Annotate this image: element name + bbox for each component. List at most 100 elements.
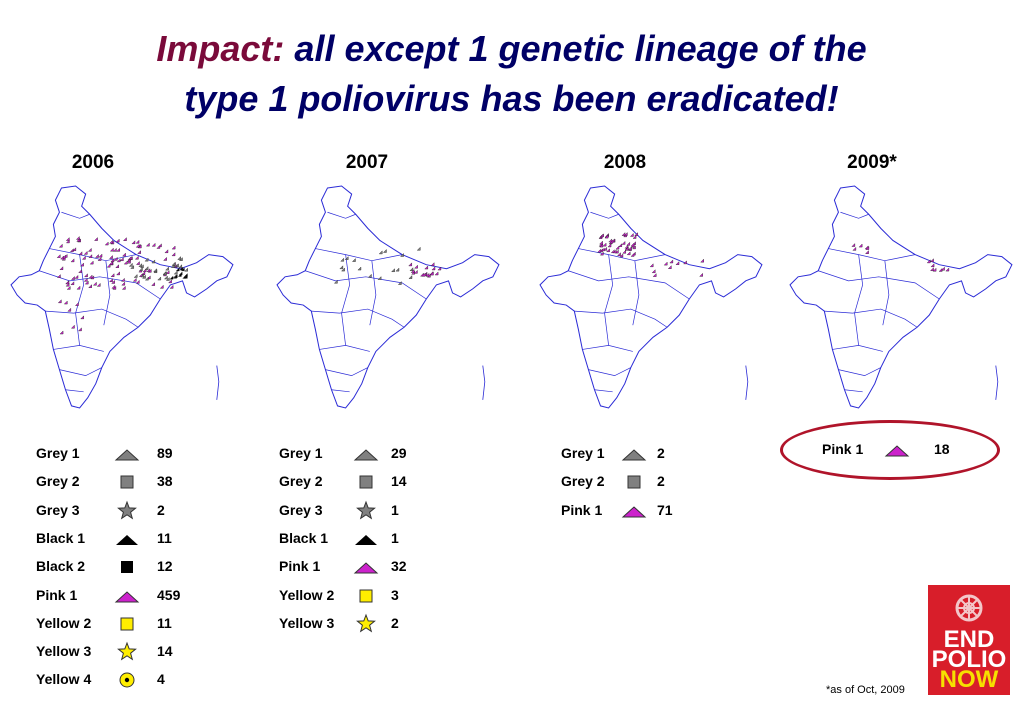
legend-label: Yellow 2 <box>279 586 335 603</box>
year-2008: 2008 <box>603 152 647 173</box>
legend-row: Black 2 12 <box>36 553 236 581</box>
legend-label: Grey 2 <box>561 473 605 490</box>
grey-triangle-icon <box>353 449 379 461</box>
legend-label: Black 2 <box>36 558 86 575</box>
legend-count: 71 <box>657 501 673 518</box>
case-markers <box>333 246 442 285</box>
legend-row: Pink 1 32 <box>279 553 479 581</box>
highlight-oval <box>780 420 1000 480</box>
legend-count: 4 <box>157 671 165 688</box>
black-triangle-icon <box>116 534 138 545</box>
legend-label: Grey 1 <box>279 445 323 461</box>
legend-count: 459 <box>157 586 181 603</box>
legend-row: Black 1 1 <box>279 525 479 553</box>
legend-label: Black 1 <box>279 529 329 546</box>
india-map-svg <box>276 185 500 409</box>
title-lead: Impact: <box>156 28 285 69</box>
legend-row: Grey 1 29 <box>279 440 479 468</box>
rotary-wheel-icon <box>955 594 983 622</box>
footnote: *as of Oct, 2009 <box>826 684 905 696</box>
legend-count: 1 <box>391 501 399 518</box>
legend-row: Grey 1 2 <box>561 440 761 468</box>
legend-count: 29 <box>391 445 407 461</box>
legend-row: Grey 2 2 <box>561 468 761 496</box>
title-line-1-text: all except 1 genetic lineage of the <box>294 28 867 69</box>
legend-label: Pink 1 <box>36 586 78 603</box>
year-2009: 2009* <box>847 152 897 173</box>
legend-row: Yellow 2 3 <box>279 582 479 610</box>
title-line-1: Impact: all except 1 genetic lineage of … <box>0 24 1023 74</box>
yellow-target-icon <box>119 672 135 688</box>
case-markers <box>597 232 704 277</box>
grey-triangle-icon <box>621 449 647 461</box>
map-2007 <box>272 184 510 416</box>
logo-end: END <box>943 626 995 653</box>
pink-triangle-icon <box>114 590 140 602</box>
grey-triangle-icon <box>114 449 140 461</box>
legend-row: Yellow 2 11 <box>36 610 236 638</box>
legend-row: Yellow 3 2 <box>279 610 479 638</box>
case-markers <box>851 243 950 272</box>
legend-row: Grey 3 1 <box>279 497 479 525</box>
legend-label: Pink 1 <box>279 558 321 575</box>
legend-row: Yellow 3 14 <box>36 638 236 666</box>
legend-label: Yellow 4 <box>36 671 92 688</box>
yellow-star-icon <box>356 613 376 633</box>
slide-title: Impact: all except 1 genetic lineage of … <box>0 24 1023 124</box>
legend-count: 3 <box>391 586 399 603</box>
black-square-icon <box>121 561 133 574</box>
legend-label: Grey 1 <box>36 445 80 461</box>
year-2006: 2006 <box>71 152 115 173</box>
grey-square-icon <box>120 475 134 489</box>
yellow-star-icon <box>117 641 137 661</box>
map-2008 <box>535 184 773 416</box>
legend-label: Grey 1 <box>561 445 605 461</box>
pink-triangle-icon <box>621 505 647 518</box>
legend-count: 89 <box>157 445 173 461</box>
logo-now: NOW <box>939 666 999 693</box>
legend-count: 2 <box>391 614 399 631</box>
logo-polio: POLIO <box>931 646 1007 673</box>
map-2009 <box>785 184 1023 416</box>
legend-count: 32 <box>391 558 407 575</box>
legend-label: Grey 3 <box>279 501 323 518</box>
legend-count: 11 <box>157 614 172 631</box>
legend-count: 14 <box>391 473 407 490</box>
legend-count: 1 <box>391 529 399 546</box>
legend-count: 2 <box>157 501 165 518</box>
legend-row: Black 1 11 <box>36 525 236 553</box>
case-markers <box>56 235 188 335</box>
legend-count: 2 <box>657 445 665 461</box>
end-polio-now-logo: END POLIO NOW <box>928 585 1010 695</box>
map-2006 <box>0 184 250 416</box>
legend-label: Grey 3 <box>36 501 80 518</box>
legend-count: 38 <box>157 473 173 490</box>
title-line-2: type 1 poliovirus has been eradicated! <box>184 78 839 119</box>
black-triangle-icon <box>355 534 377 545</box>
legend-label: Pink 1 <box>561 501 603 518</box>
legend-row: Grey 2 38 <box>36 468 236 496</box>
legend-row: Pink 1 459 <box>36 582 236 610</box>
legend-row: Pink 1 71 <box>561 497 761 525</box>
legend-count: 11 <box>157 529 172 546</box>
yellow-square-icon <box>120 617 134 631</box>
grey-square-icon <box>627 475 641 489</box>
legend-label: Black 1 <box>36 529 86 546</box>
legend-label: Yellow 2 <box>36 614 92 631</box>
legend-label: Yellow 3 <box>279 614 335 631</box>
pink-triangle-icon <box>353 562 379 574</box>
grey-star-icon <box>117 500 137 520</box>
grey-star-icon <box>356 500 376 520</box>
legend-count: 12 <box>157 558 173 575</box>
yellow-square-icon <box>359 589 373 602</box>
legend-label: Yellow 3 <box>36 643 92 660</box>
year-2007: 2007 <box>345 152 389 173</box>
india-map-svg <box>10 185 234 409</box>
india-map-svg <box>789 185 1013 409</box>
legend-row: Grey 3 2 <box>36 497 236 525</box>
legend-row: Grey 1 89 <box>36 440 236 468</box>
legend-label: Grey 2 <box>36 473 80 490</box>
legend-row: Grey 2 14 <box>279 468 479 496</box>
legend-label: Grey 2 <box>279 473 323 490</box>
legend-row: Yellow 4 4 <box>36 666 236 694</box>
